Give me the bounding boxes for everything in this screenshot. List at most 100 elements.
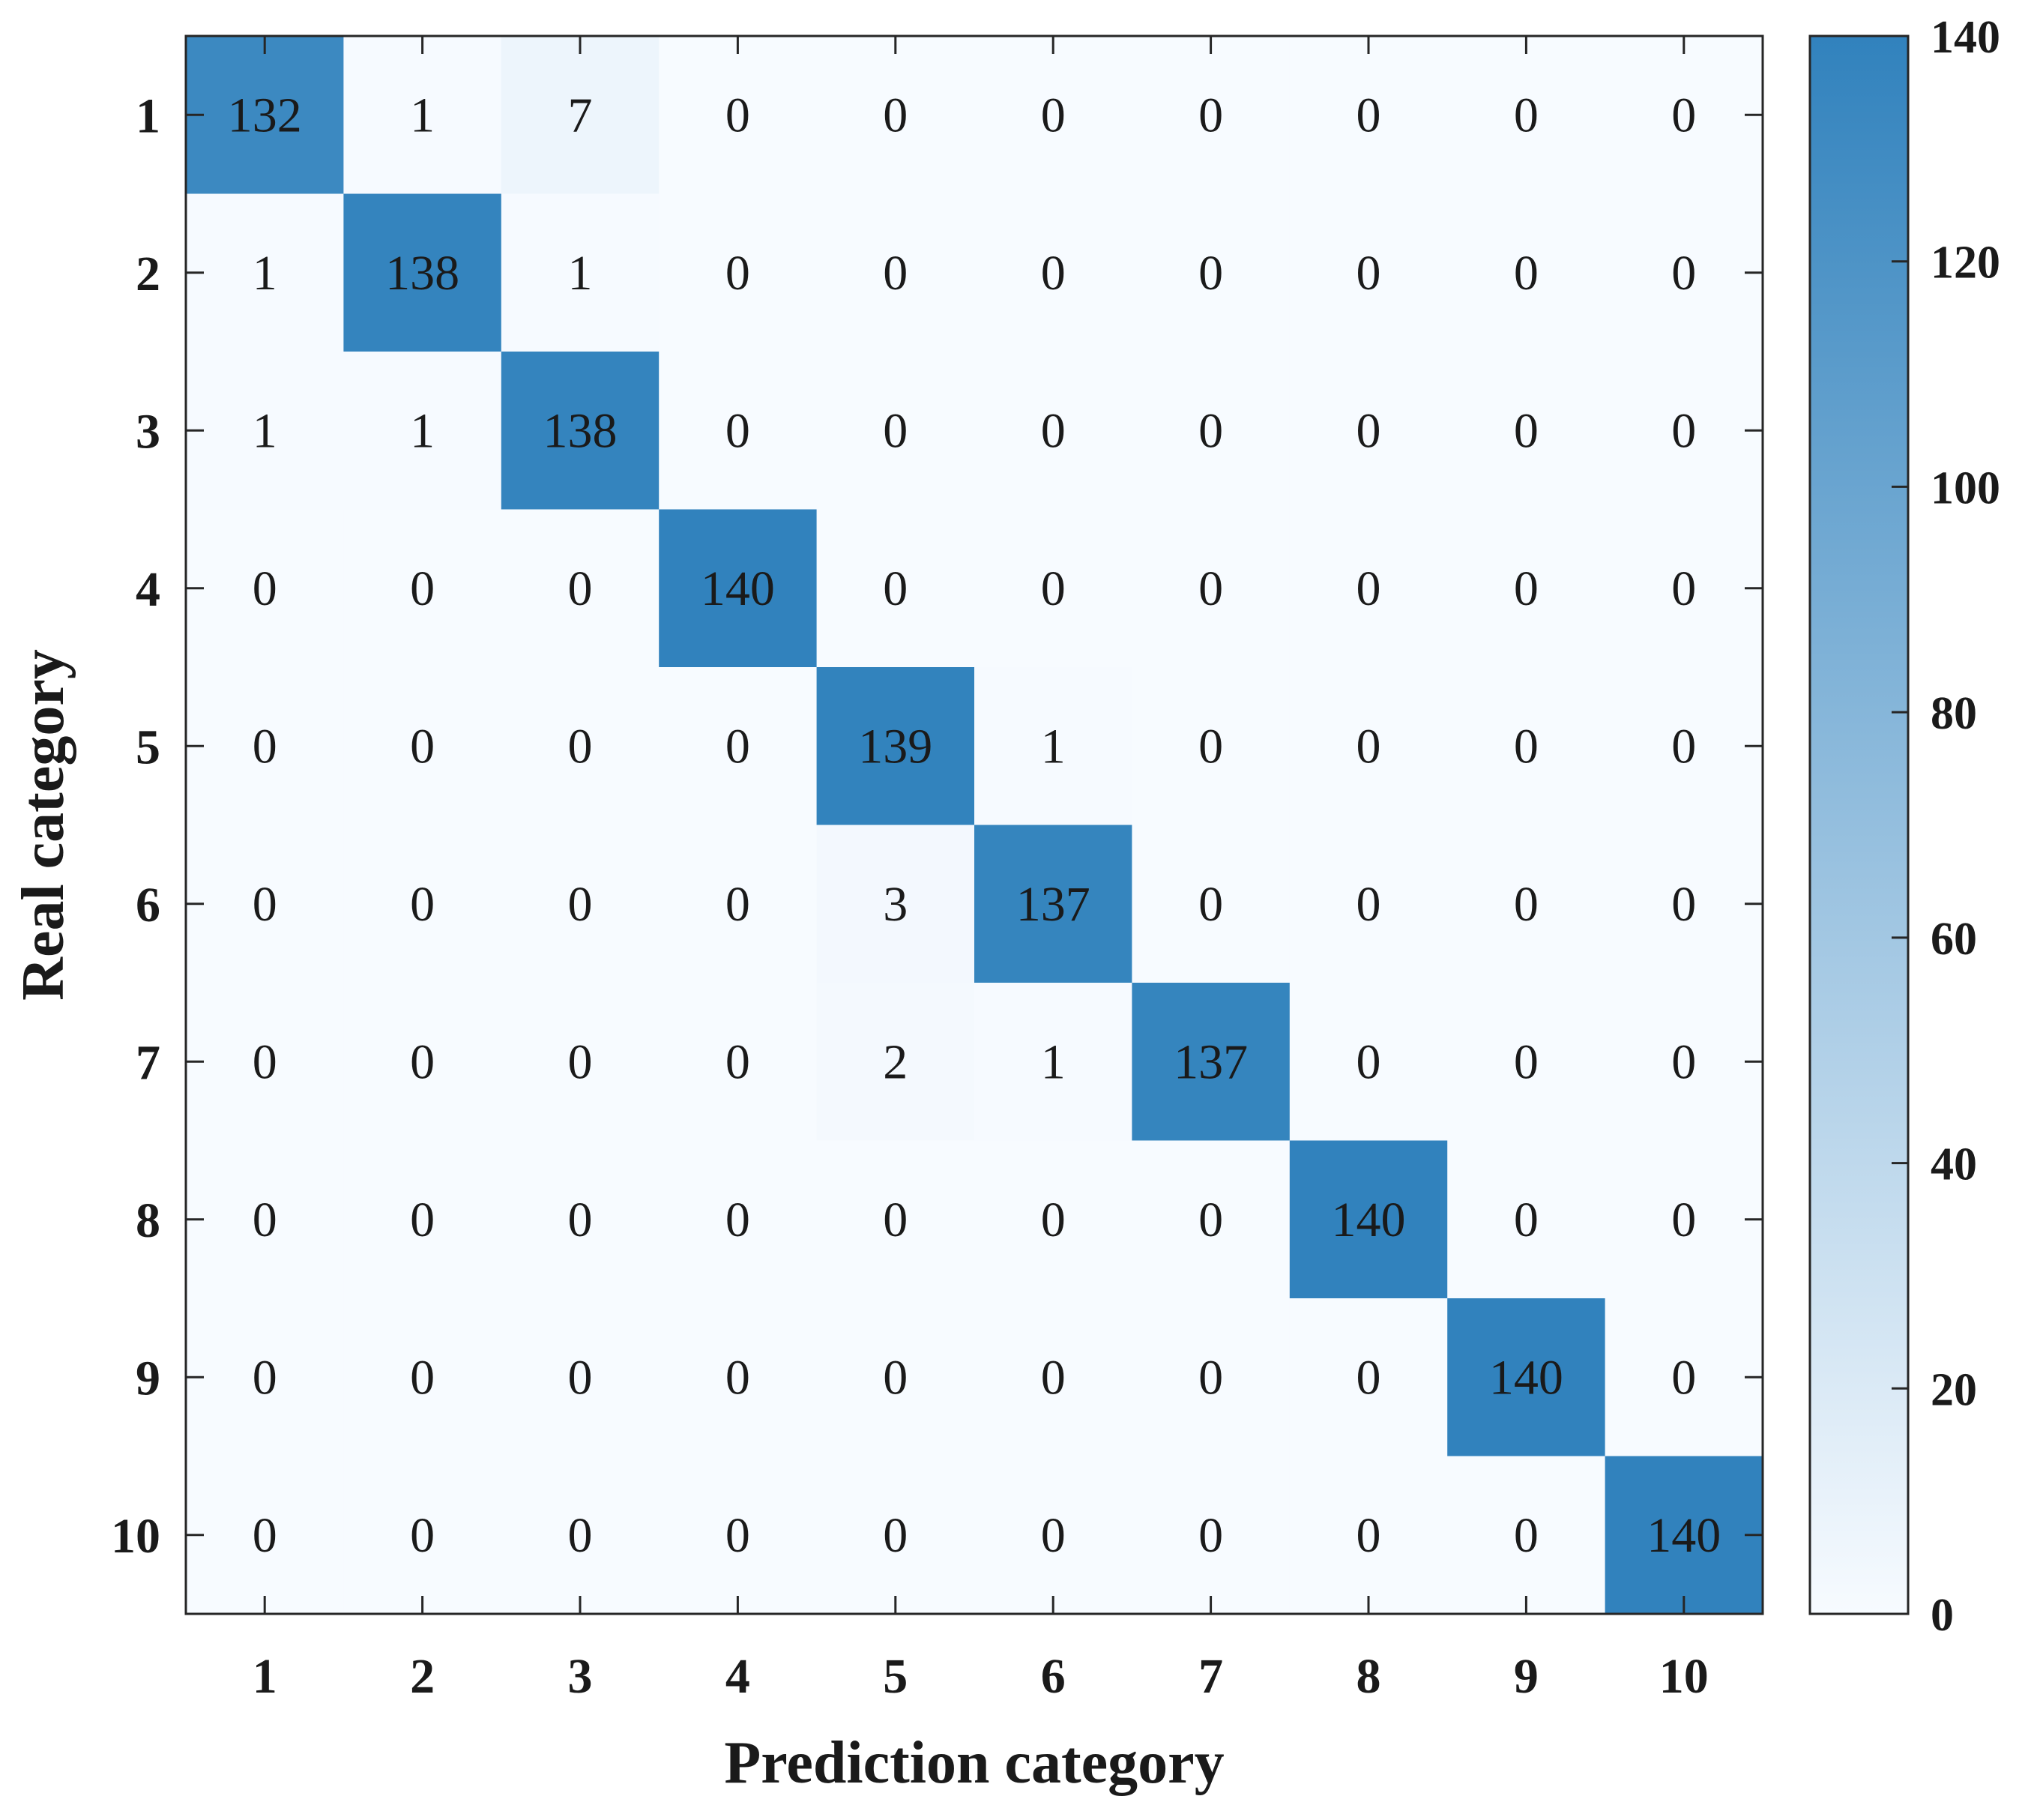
heatmap-cell-r2-c6 bbox=[974, 193, 1132, 352]
cell-value-r4-c7: 0 bbox=[1198, 561, 1223, 616]
heatmap-cell-r8-c5 bbox=[816, 1140, 975, 1299]
heatmap-cell-r8-c6 bbox=[974, 1140, 1132, 1299]
heatmap-cell-r4-c10 bbox=[1605, 509, 1763, 668]
cell-value-r6-c5: 3 bbox=[883, 877, 908, 932]
heatmap-cell-r4-c2 bbox=[343, 509, 502, 668]
x-tick-label: 10 bbox=[1659, 1649, 1709, 1704]
cell-value-r8-c1: 0 bbox=[253, 1193, 277, 1247]
heatmap-cell-r4-c5 bbox=[816, 509, 975, 668]
heatmap-cell-r9-c2 bbox=[343, 1298, 502, 1457]
cell-value-r9-c5: 0 bbox=[883, 1350, 908, 1405]
cell-value-r8-c2: 0 bbox=[410, 1193, 435, 1247]
heatmap-cell-r9-c10 bbox=[1605, 1298, 1763, 1457]
heatmap-cell-r4-c1 bbox=[186, 509, 344, 668]
heatmap-cell-r4-c8 bbox=[1289, 509, 1448, 668]
cell-value-r7-c9: 0 bbox=[1514, 1034, 1539, 1089]
cell-value-r8-c5: 0 bbox=[883, 1193, 908, 1247]
colorbar-tick-label: 20 bbox=[1931, 1364, 1977, 1415]
cell-value-labels: 132 1 7 0 0 0 0 0 0 01 138 1 0 0 0 0 0 0 01 1 138 0 0 0 0 0 0 00 0 0 1… bbox=[228, 88, 1721, 1563]
cell-value-r6-c8: 0 bbox=[1356, 877, 1381, 932]
heatmap-cell-r9-c4 bbox=[659, 1298, 818, 1457]
cell-value-r1-c10: 0 bbox=[1671, 88, 1696, 142]
cell-value-r2-c6: 0 bbox=[1041, 246, 1066, 301]
cell-value-r10-c1: 0 bbox=[253, 1508, 277, 1563]
heatmap-cell-r3-c8 bbox=[1289, 352, 1448, 510]
cell-value-r10-c5: 0 bbox=[883, 1508, 908, 1563]
heatmap-cell-r9-c8 bbox=[1289, 1298, 1448, 1457]
heatmap-cell-r1-c2 bbox=[343, 36, 502, 195]
cell-value-r5-c7: 0 bbox=[1198, 719, 1223, 774]
colorbar-tick-label: 80 bbox=[1931, 688, 1977, 739]
cell-value-r6-c1: 0 bbox=[253, 877, 277, 932]
cell-value-r2-c10: 0 bbox=[1671, 246, 1696, 301]
cell-value-r9-c7: 0 bbox=[1198, 1350, 1223, 1405]
heatmap-cell-r8-c10 bbox=[1605, 1140, 1763, 1299]
cell-value-r3-c9: 0 bbox=[1514, 403, 1539, 458]
heatmap-cell-r1-c7 bbox=[1132, 36, 1291, 195]
heatmap-cell-r3-c9 bbox=[1447, 352, 1606, 510]
heatmap-cell-r1-c4 bbox=[659, 36, 818, 195]
heatmap-cell-r2-c2 bbox=[343, 193, 502, 352]
y-tick-label: 4 bbox=[136, 562, 160, 617]
x-tick-label: 3 bbox=[568, 1649, 593, 1704]
cell-value-r4-c8: 0 bbox=[1356, 561, 1381, 616]
cell-value-r6-c4: 0 bbox=[725, 877, 750, 932]
cell-value-r6-c10: 0 bbox=[1671, 877, 1696, 932]
cell-value-r2-c1: 1 bbox=[253, 246, 277, 301]
heatmap-cell-r4-c6 bbox=[974, 509, 1132, 668]
cell-value-r6-c7: 0 bbox=[1198, 877, 1223, 932]
heatmap-cell-r7-c5 bbox=[816, 983, 975, 1142]
heatmap-cell-r5-c6 bbox=[974, 667, 1132, 826]
heatmap-cell-r10-c3 bbox=[501, 1456, 660, 1615]
heatmap-cell-r2-c3 bbox=[501, 193, 660, 352]
heatmap-cell-r6-c2 bbox=[343, 825, 502, 983]
heatmap-cell-r7-c8 bbox=[1289, 983, 1448, 1142]
x-tick-label: 6 bbox=[1041, 1649, 1066, 1704]
x-tick-labels: 1 2 3 4 5 6 7 8 9 10 bbox=[253, 1649, 1709, 1704]
heatmap-cell-r8-c2 bbox=[343, 1140, 502, 1299]
heatmap-cell-r6-c1 bbox=[186, 825, 344, 983]
cell-value-r1-c9: 0 bbox=[1514, 88, 1539, 142]
x-tick-label: 5 bbox=[883, 1649, 908, 1704]
y-axis-label: Real category bbox=[10, 649, 76, 1001]
cell-value-r3-c5: 0 bbox=[883, 403, 908, 458]
y-tick-label: 5 bbox=[136, 720, 160, 774]
cell-value-r1-c2: 1 bbox=[410, 88, 435, 142]
cell-value-r2-c3: 1 bbox=[568, 246, 593, 301]
heatmap-cell-r1-c6 bbox=[974, 36, 1132, 195]
cell-value-r7-c5: 2 bbox=[883, 1034, 908, 1089]
cell-value-r4-c4: 140 bbox=[701, 561, 775, 616]
cell-value-r3-c6: 0 bbox=[1041, 403, 1066, 458]
y-tick-label: 2 bbox=[136, 247, 160, 301]
colorbar-tick-label: 100 bbox=[1931, 462, 2000, 513]
colorbar-ticks: 0 20 40 60 80 100 120 140 bbox=[1892, 12, 2000, 1641]
x-tick-label: 1 bbox=[253, 1649, 277, 1704]
heatmap-cell-r3-c3 bbox=[501, 352, 660, 510]
heatmap-cell-r7-c6 bbox=[974, 983, 1132, 1142]
cell-value-r2-c7: 0 bbox=[1198, 246, 1223, 301]
heatmap-cell-r10-c6 bbox=[974, 1456, 1132, 1615]
heatmap-cell-r8-c9 bbox=[1447, 1140, 1606, 1299]
x-tick-label: 2 bbox=[410, 1649, 435, 1704]
heatmap-cell-r2-c7 bbox=[1132, 193, 1291, 352]
heatmap-cell-r2-c10 bbox=[1605, 193, 1763, 352]
heatmap-cell-r10-c4 bbox=[659, 1456, 818, 1615]
heatmap-cell-r7-c3 bbox=[501, 983, 660, 1142]
heatmap-cell-r1-c5 bbox=[816, 36, 975, 195]
heatmap-cell-r9-c6 bbox=[974, 1298, 1132, 1457]
colorbar-tick-label: 0 bbox=[1931, 1590, 1954, 1641]
heatmap-cell-r1-c1 bbox=[186, 36, 344, 195]
cell-value-r7-c8: 0 bbox=[1356, 1034, 1381, 1089]
heatmap-cell-r3-c1 bbox=[186, 352, 344, 510]
cell-value-r3-c8: 0 bbox=[1356, 403, 1381, 458]
heatmap-cell-r8-c8 bbox=[1289, 1140, 1448, 1299]
cell-value-r7-c7: 137 bbox=[1174, 1034, 1248, 1089]
heatmap-cell-r6-c7 bbox=[1132, 825, 1291, 983]
colorbar-tick-label: 60 bbox=[1931, 914, 1977, 965]
heatmap-cell-r4-c4 bbox=[659, 509, 818, 668]
cell-value-r3-c10: 0 bbox=[1671, 403, 1696, 458]
heatmap-cell-r9-c5 bbox=[816, 1298, 975, 1457]
heatmap-cell-r8-c4 bbox=[659, 1140, 818, 1299]
heatmap-cell-r8-c1 bbox=[186, 1140, 344, 1299]
